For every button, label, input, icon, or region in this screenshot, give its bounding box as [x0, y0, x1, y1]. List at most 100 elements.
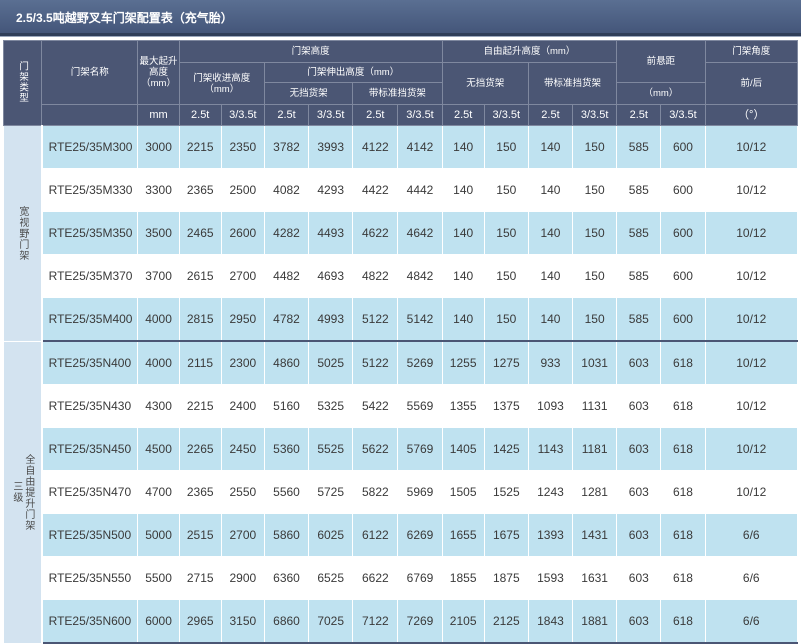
header-tilt-front-back: 前/后: [704, 62, 799, 105]
cell-ext_wb35: 6769: [397, 556, 443, 600]
cell-fo25: 603: [616, 384, 662, 428]
cell-fo25: 603: [616, 470, 662, 514]
cell-ret35: 2350: [220, 125, 265, 169]
cell-fl_nb35: 150: [483, 254, 529, 298]
cell-fl_nb25: 140: [441, 125, 485, 169]
cell-ret35: 2700: [220, 513, 265, 557]
cell-lift: 3700: [137, 254, 180, 298]
cell-fo35: 600: [660, 254, 706, 298]
cell-ext_wb35: 6269: [397, 513, 443, 557]
cell-fl_wb35: 1281: [572, 470, 618, 514]
header-max-lift: 最大起升高度（mm）: [137, 40, 180, 105]
cell-tilt: 10/12: [704, 254, 799, 298]
cell-fl_wb35: 1881: [572, 599, 618, 644]
table-row: RTE25/35N470 4700 2365 2550 5560 5725 5822 5969…: [4, 470, 799, 514]
cell-tilt: 10/12: [704, 211, 799, 255]
cell-fl_wb25: 1593: [527, 556, 574, 600]
cell-tilt: 6/6: [704, 513, 799, 557]
cell-tilt: 10/12: [704, 168, 799, 212]
cell-tilt: 10/12: [704, 340, 799, 385]
header-ret-25: 2.5t: [178, 104, 222, 126]
cell-tilt: 6/6: [704, 556, 799, 600]
cell-fo35: 600: [660, 211, 706, 255]
header-tilt-unit: （°）: [704, 104, 799, 126]
header-retracted: 门架收进高度（mm）: [178, 62, 265, 105]
table-row: RTE25/35N500 5000 2515 2700 5860 6025 6122 6269…: [4, 513, 799, 557]
cell-ext_nb35: 5525: [308, 427, 354, 471]
mast-name-cell: RTE25/35N500: [41, 513, 139, 557]
header-fl-wb-35: 3/3.5t: [572, 104, 618, 126]
cell-ret25: 2515: [178, 513, 222, 557]
cell-ext_wb25: 4122: [352, 125, 399, 169]
header-ext-nb-25: 2.5t: [263, 104, 310, 126]
cell-ext_nb25: 4082: [263, 168, 310, 212]
cell-fo25: 585: [616, 168, 662, 212]
cell-fl_wb25: 1393: [527, 513, 574, 557]
cell-fl_wb35: 150: [572, 297, 618, 342]
cell-ext_wb35: 4142: [397, 125, 443, 169]
cell-ret25: 2715: [178, 556, 222, 600]
cell-fl_nb25: 140: [441, 211, 485, 255]
cell-fl_nb25: 1355: [441, 384, 485, 428]
cell-fl_wb35: 150: [572, 125, 618, 169]
cell-fl_nb25: 2105: [441, 599, 485, 644]
cell-ret25: 2615: [178, 254, 222, 298]
cell-lift: 3000: [137, 125, 180, 169]
cell-ext_wb25: 4822: [352, 254, 399, 298]
cell-fl_nb35: 1275: [483, 340, 529, 385]
table-row: RTE25/35M330 3300 2365 2500 4082 4293 4422 4442…: [4, 168, 799, 212]
cell-ret25: 2215: [178, 384, 222, 428]
cell-fl_wb35: 150: [572, 168, 618, 212]
cell-ret35: 2450: [220, 427, 265, 471]
header-ext-nb-35: 3/3.5t: [308, 104, 354, 126]
mast-name-cell: RTE25/35M370: [41, 254, 139, 298]
cell-ext_wb25: 4622: [352, 211, 399, 255]
group-label: 宽视野门架: [16, 205, 28, 261]
table-body: 宽视野门架 RTE25/35M300 3000 2215 2350 3782 3993 412…: [2, 125, 799, 644]
cell-ret35: 2900: [220, 556, 265, 600]
cell-fl_nb25: 1655: [441, 513, 485, 557]
cell-fo25: 603: [616, 599, 662, 644]
cell-fl_nb35: 150: [483, 168, 529, 212]
cell-ext_nb25: 5560: [263, 470, 310, 514]
header-front-overhang: 前悬距: [616, 40, 706, 83]
cell-ext_nb35: 5325: [308, 384, 354, 428]
cell-fl_nb25: 140: [441, 297, 485, 342]
header-ext-wb-35: 3/3.5t: [397, 104, 443, 126]
cell-ret35: 2700: [220, 254, 265, 298]
cell-fl_wb25: 933: [527, 340, 574, 385]
cell-ext_nb35: 3993: [308, 125, 354, 169]
cell-fl_wb35: 1031: [572, 340, 618, 385]
cell-ext_nb35: 5025: [308, 340, 354, 385]
cell-fl_nb35: 2125: [483, 599, 529, 644]
cell-tilt: 10/12: [704, 297, 799, 342]
header-mast-type: 门架类型: [2, 40, 43, 126]
table-row: RTE25/35M400 4000 2815 2950 4782 4993 5122 5142…: [4, 297, 799, 342]
title-divider: [0, 36, 801, 37]
header-ret-35: 3/3.5t: [220, 104, 265, 126]
cell-ret25: 2815: [178, 297, 222, 342]
mast-name-cell: RTE25/35N550: [41, 556, 139, 600]
cell-fl_nb25: 140: [441, 168, 485, 212]
header-name-blank: [41, 104, 139, 126]
cell-lift: 4500: [137, 427, 180, 471]
table-row: RTE25/35N600 6000 2965 3150 6860 7025 7122 7269…: [4, 599, 799, 644]
cell-ext_nb35: 4693: [308, 254, 354, 298]
cell-fo25: 585: [616, 211, 662, 255]
cell-lift: 3300: [137, 168, 180, 212]
cell-fo35: 618: [660, 599, 706, 644]
header-front-overhang-unit: （mm）: [616, 82, 706, 105]
mast-name-cell: RTE25/35N400: [41, 340, 139, 385]
cell-fl_wb35: 1131: [572, 384, 618, 428]
cell-ret35: 2950: [220, 297, 265, 342]
cell-fl_wb35: 1181: [572, 427, 618, 471]
cell-ret25: 2965: [178, 599, 222, 644]
cell-fo25: 603: [616, 556, 662, 600]
cell-fl_wb25: 1243: [527, 470, 574, 514]
cell-ext_wb35: 5269: [397, 340, 443, 385]
cell-ret35: 3150: [220, 599, 265, 644]
cell-ext_nb35: 5725: [308, 470, 354, 514]
cell-ext_wb25: 5822: [352, 470, 399, 514]
cell-fl_nb35: 1675: [483, 513, 529, 557]
cell-fl_wb25: 1143: [527, 427, 574, 471]
